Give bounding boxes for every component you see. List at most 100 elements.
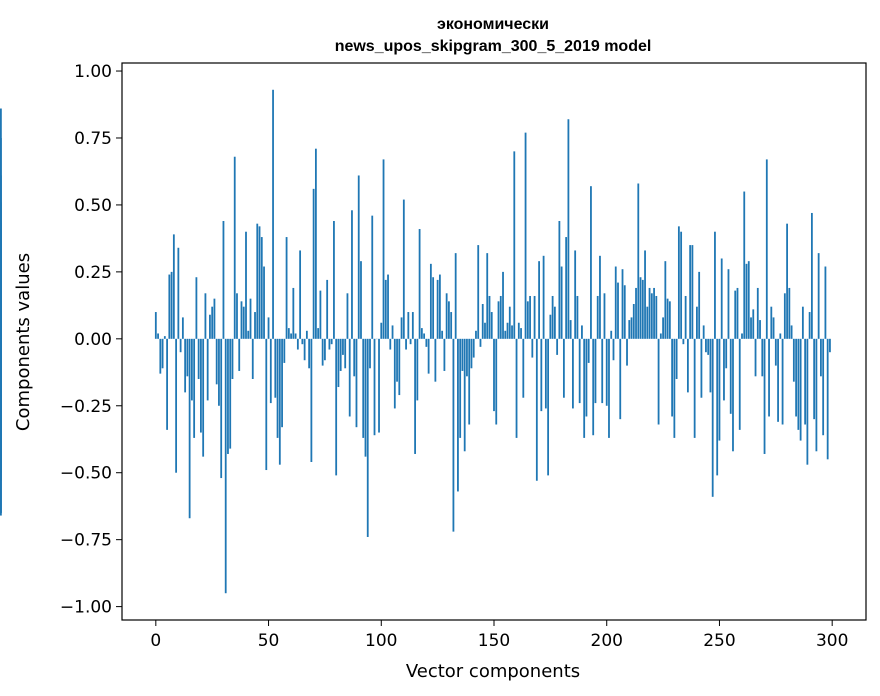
bar (488, 295, 491, 339)
bar (747, 261, 750, 339)
bar (743, 191, 746, 339)
bar (801, 306, 804, 339)
bar (705, 338, 707, 353)
bar (783, 293, 786, 339)
bar (441, 330, 444, 339)
bar (166, 338, 168, 430)
y-tick-label: −1.00 (60, 598, 112, 618)
bar (788, 287, 791, 339)
bar (682, 338, 685, 345)
bar (495, 338, 498, 425)
bar (720, 258, 723, 339)
bar (646, 306, 649, 339)
bar (599, 255, 601, 339)
bar (175, 338, 178, 473)
bar (686, 338, 689, 393)
bar (797, 338, 800, 430)
bar (547, 338, 550, 476)
bar (612, 338, 615, 361)
x-axis-label: Vector components (406, 661, 580, 682)
bar (829, 338, 831, 353)
bar (549, 314, 552, 339)
bar (389, 338, 392, 350)
bar (637, 183, 640, 339)
bar (163, 336, 166, 339)
bar (312, 188, 315, 339)
bar (662, 317, 664, 339)
bar (296, 338, 299, 350)
bar (540, 338, 543, 412)
bar (416, 338, 419, 401)
bar (520, 328, 522, 339)
bar (204, 293, 207, 339)
bar (301, 338, 304, 345)
bar (427, 338, 430, 374)
bar (621, 269, 624, 339)
bar (813, 338, 816, 420)
bar (457, 338, 459, 492)
bar (511, 325, 513, 339)
bar (423, 333, 426, 339)
bar (200, 338, 202, 433)
bar (236, 293, 238, 339)
bar (283, 338, 286, 363)
bar (305, 330, 308, 339)
bar (628, 320, 631, 339)
bar (414, 338, 416, 454)
x-tick-label: 200 (591, 631, 623, 651)
bar (177, 247, 180, 339)
bar (157, 333, 159, 339)
bar (260, 237, 263, 339)
bar (727, 269, 730, 339)
bar (324, 338, 326, 361)
bar (804, 338, 807, 425)
bar (567, 119, 570, 339)
bar (529, 295, 531, 339)
bar (610, 330, 613, 339)
x-tick-label: 300 (816, 631, 848, 651)
bar (486, 253, 489, 339)
bar (339, 338, 342, 371)
bar (172, 234, 175, 339)
bar (380, 322, 383, 339)
bar (184, 338, 187, 393)
bar (810, 212, 813, 339)
bar (578, 338, 581, 404)
bar (168, 274, 171, 339)
bar (353, 338, 356, 377)
bar (700, 338, 703, 398)
bar (227, 338, 229, 454)
bar (362, 338, 365, 438)
bar (585, 338, 588, 417)
bar (400, 317, 403, 339)
bar (655, 295, 658, 339)
bar (533, 295, 536, 339)
bar (635, 287, 637, 339)
bar (265, 338, 268, 471)
bar (623, 285, 626, 339)
bar (328, 338, 331, 350)
bar (768, 338, 770, 417)
bar (159, 338, 162, 374)
bar (434, 338, 437, 382)
bar (653, 287, 655, 339)
bar (689, 245, 692, 339)
bar (256, 223, 259, 339)
bar (319, 290, 322, 339)
bar (538, 261, 540, 339)
bar (826, 338, 829, 460)
bar (714, 231, 716, 339)
bar (402, 199, 405, 339)
bar (596, 295, 599, 339)
bar (193, 338, 196, 438)
bar (795, 338, 798, 417)
bar (777, 338, 779, 422)
bar (560, 266, 563, 339)
bar (763, 338, 766, 454)
bar (725, 338, 728, 369)
x-tick-label: 100 (365, 631, 397, 651)
bar (664, 261, 667, 339)
bar (249, 298, 252, 339)
bar (524, 132, 527, 339)
bar (493, 338, 495, 412)
